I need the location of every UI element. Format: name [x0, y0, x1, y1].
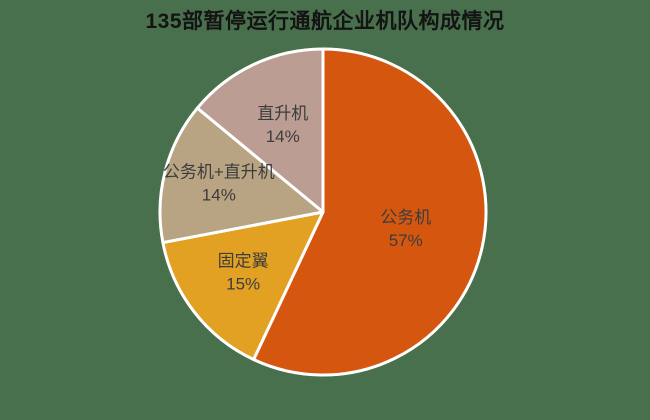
- pie-slice-label: 直升机: [257, 104, 308, 123]
- pie-slice-label: 公务机+直升机: [163, 163, 275, 182]
- pie-slice-value: 15%: [226, 274, 260, 293]
- pie-slice-group: [158, 47, 488, 377]
- pie-slice[interactable]: [252, 47, 488, 377]
- pie-slice[interactable]: [158, 106, 325, 245]
- pie-slice-value: 14%: [202, 186, 236, 205]
- pie-label-group: 公务机 57% 固定翼 15% 公务机+直升机 14% 直升机 14%: [163, 104, 431, 293]
- pie-slice-label: 公务机: [380, 208, 431, 227]
- pie-slice-value: 14%: [266, 127, 300, 146]
- pie-slice[interactable]: [195, 47, 325, 214]
- pie-slice[interactable]: [161, 210, 325, 361]
- pie-slice-value: 57%: [389, 231, 423, 250]
- chart-title: 135部暂停运行通航企业机队构成情况: [145, 10, 505, 33]
- pie-slice-label: 固定翼: [218, 251, 269, 270]
